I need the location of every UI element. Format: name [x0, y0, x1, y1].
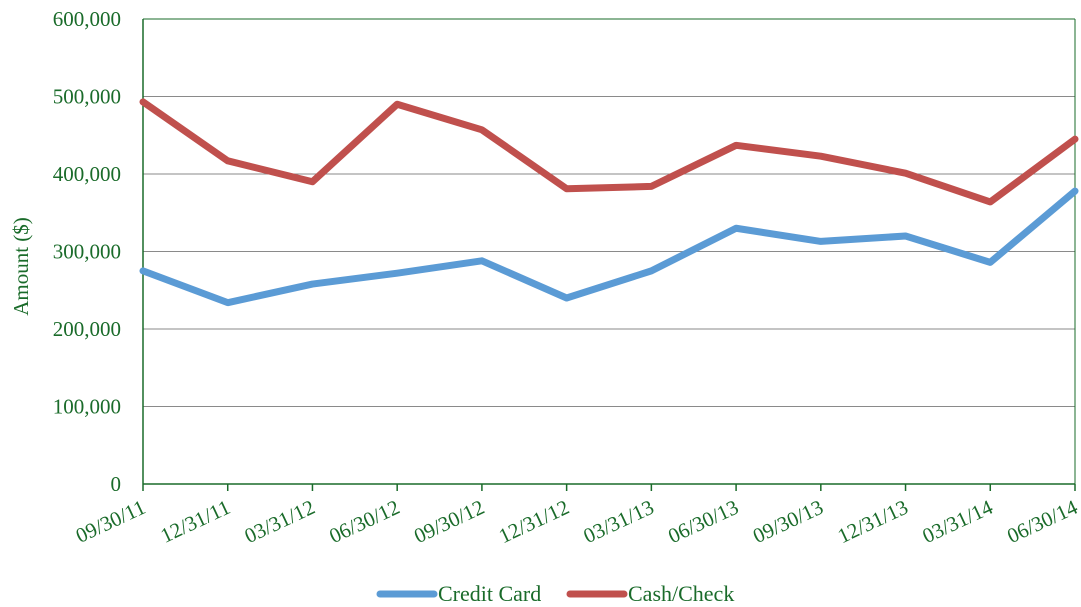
y-tick-label: 400,000	[53, 162, 121, 186]
x-tick-label: 06/30/12	[325, 495, 403, 548]
y-axis-ticks: 0 100,000 200,000 300,000 400,000 500,000 600,…	[53, 7, 121, 496]
x-tick-label: 12/31/12	[495, 495, 573, 548]
x-tick-label: 12/31/13	[834, 495, 912, 548]
x-tick-label: 09/30/13	[749, 495, 827, 548]
x-tick-label: 09/30/11	[72, 495, 149, 548]
y-tick-label: 600,000	[53, 7, 121, 31]
x-tick-label: 03/31/14	[919, 495, 997, 549]
y-tick-label: 0	[111, 472, 122, 496]
x-tick-label: 06/30/13	[664, 495, 742, 548]
x-tick-label: 03/31/12	[241, 495, 319, 548]
y-tick-label: 500,000	[53, 85, 121, 109]
x-tick-label: 12/31/11	[157, 495, 234, 548]
x-tick-label: 03/31/13	[580, 495, 658, 548]
x-tick-label: 06/30/14	[1003, 495, 1081, 549]
legend: Credit Card Cash/Check	[376, 581, 734, 606]
y-axis-title: Amount ($)	[9, 217, 33, 316]
y-tick-label: 200,000	[53, 317, 121, 341]
plot-frame	[142, 18, 1076, 485]
series-line-1	[139, 98, 1079, 206]
series-line-0	[139, 187, 1079, 307]
legend-label: Credit Card	[438, 581, 541, 606]
gridlines	[143, 18, 1075, 407]
y-tick-label: 300,000	[53, 240, 121, 264]
legend-label: Cash/Check	[628, 581, 734, 606]
y-tick-label: 100,000	[53, 395, 121, 419]
series-lines	[139, 98, 1079, 307]
x-axis-ticks: 09/30/11 12/31/11 03/31/12 06/30/12 09/30/12…	[72, 484, 1081, 548]
x-tick-label: 09/30/12	[410, 495, 488, 548]
